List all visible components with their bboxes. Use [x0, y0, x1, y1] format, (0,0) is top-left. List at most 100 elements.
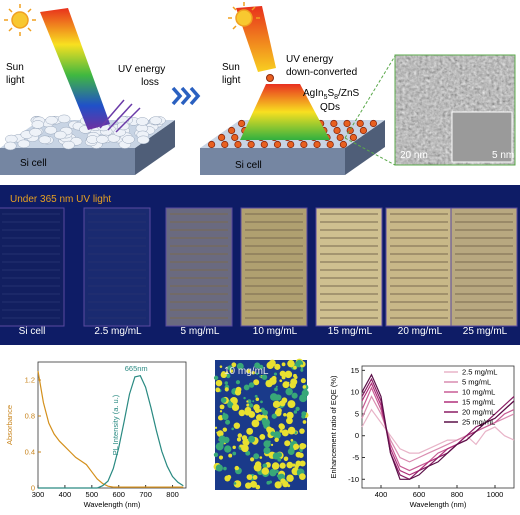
- legend-label: 10 mg/mL: [462, 388, 495, 397]
- y-tick-label: 10: [351, 388, 359, 397]
- qd: [287, 140, 295, 149]
- fluo-spot: [250, 385, 253, 388]
- fluo-spot: [218, 455, 224, 460]
- fluo-spot: [293, 365, 297, 370]
- fluo-spot: [245, 482, 252, 489]
- fluo-spot: [261, 374, 268, 380]
- fluo-spot: [287, 359, 295, 368]
- fluo-spot: [242, 438, 250, 446]
- fluo-spot: [243, 396, 246, 400]
- fluo-spot: [246, 403, 250, 407]
- fluo-spot: [278, 423, 285, 430]
- fluo-spot: [279, 379, 283, 383]
- fluo-spot: [281, 429, 289, 437]
- fluo-spot: [241, 444, 249, 453]
- y-tick-label: 5: [355, 409, 359, 418]
- cell-front: [0, 148, 135, 175]
- fluo-spot: [258, 364, 264, 370]
- x-tick-label: 700: [139, 490, 152, 499]
- qd-label: QDs: [320, 102, 340, 113]
- fluo-spot: [301, 443, 307, 449]
- qd: [217, 133, 226, 142]
- y-tick-label: -10: [348, 475, 359, 484]
- fluo-spot: [228, 453, 233, 458]
- fluo-spot: [231, 427, 234, 431]
- y-tick-label: 0.8: [25, 412, 35, 421]
- fluo-spot: [248, 435, 256, 443]
- fluo-spot: [224, 445, 232, 453]
- fluo-spot: [271, 462, 280, 470]
- qd: [313, 140, 321, 149]
- fluo-spot: [244, 406, 252, 414]
- fluo-spot: [253, 404, 260, 411]
- fluo-spot: [272, 400, 281, 409]
- reflect-arrows: [99, 99, 141, 133]
- texture-bump: [54, 130, 67, 140]
- fluo-spot: [275, 469, 279, 473]
- fluo-spot: [231, 403, 240, 412]
- fluo-spot: [259, 375, 262, 378]
- fluo-spot: [246, 400, 249, 403]
- loss-label: UV energy: [118, 64, 165, 75]
- fluo-spot: [286, 417, 293, 425]
- texture-bump: [4, 141, 17, 151]
- fluo-spot: [237, 433, 243, 438]
- fluo-spot: [293, 443, 300, 450]
- formula-sub: 5: [324, 94, 328, 101]
- legend-label: 20 mg/mL: [462, 408, 495, 417]
- fluo-spot: [282, 381, 290, 389]
- texture-bump: [45, 116, 58, 125]
- y-tick-label: 0.4: [25, 448, 35, 457]
- fluo-spot: [254, 394, 258, 398]
- fluo-spot: [274, 481, 282, 489]
- x-tick-label: 500: [86, 490, 99, 499]
- qd: [336, 133, 344, 142]
- formula-sub: 8: [334, 94, 338, 101]
- fluo-spot: [246, 369, 251, 374]
- fluorescence-image: [213, 358, 309, 490]
- qd: [339, 140, 348, 149]
- fluo-spot: [250, 457, 255, 462]
- x-axis-label: Wavelength (nm): [410, 500, 467, 509]
- solar-cell: [240, 207, 308, 327]
- texture-bump: [29, 128, 42, 137]
- fluo-spot: [286, 474, 294, 482]
- qd: [326, 140, 334, 149]
- sun-label: light: [6, 75, 25, 86]
- formula-part: /ZnS: [338, 88, 359, 99]
- fluo-spot: [301, 389, 309, 397]
- series-line: [38, 375, 184, 489]
- texture-bump: [122, 135, 135, 144]
- y-tick-label: 0: [355, 431, 359, 440]
- fluo-spot: [294, 375, 298, 380]
- solar-cell: [450, 207, 518, 327]
- fluo-spot: [272, 452, 280, 460]
- fluo-spot: [233, 482, 237, 485]
- qd: [221, 140, 229, 149]
- cell-label: Si cell: [20, 158, 47, 169]
- legend-label: 25 mg/mL: [462, 418, 495, 427]
- fluo-spot: [227, 365, 233, 371]
- qd: [333, 126, 341, 135]
- solar-cell: [385, 207, 453, 327]
- fluo-spot: [300, 368, 304, 372]
- fluo-spot: [274, 363, 281, 370]
- sample-label: 5 mg/mL: [181, 326, 220, 337]
- fluo-spot: [301, 414, 306, 419]
- fluo-spot: [222, 427, 228, 432]
- qd-formula: AgIn5S8/ZnS: [303, 88, 360, 101]
- fluo-spot: [269, 468, 277, 477]
- qd: [207, 140, 216, 149]
- sample-label: Si cell: [19, 326, 46, 337]
- fluo-spot: [270, 451, 274, 455]
- fluo-spot: [236, 362, 244, 370]
- fluo-spot: [259, 456, 263, 459]
- x-axis-label: Wavelength (nm): [84, 500, 141, 509]
- fluo-spot: [259, 434, 266, 440]
- fluo-spot: [266, 480, 271, 485]
- sun: [4, 4, 36, 36]
- fluo-spot: [213, 375, 219, 381]
- fluo-spot: [215, 379, 223, 387]
- fluo-spot: [286, 461, 294, 469]
- qd: [359, 126, 368, 135]
